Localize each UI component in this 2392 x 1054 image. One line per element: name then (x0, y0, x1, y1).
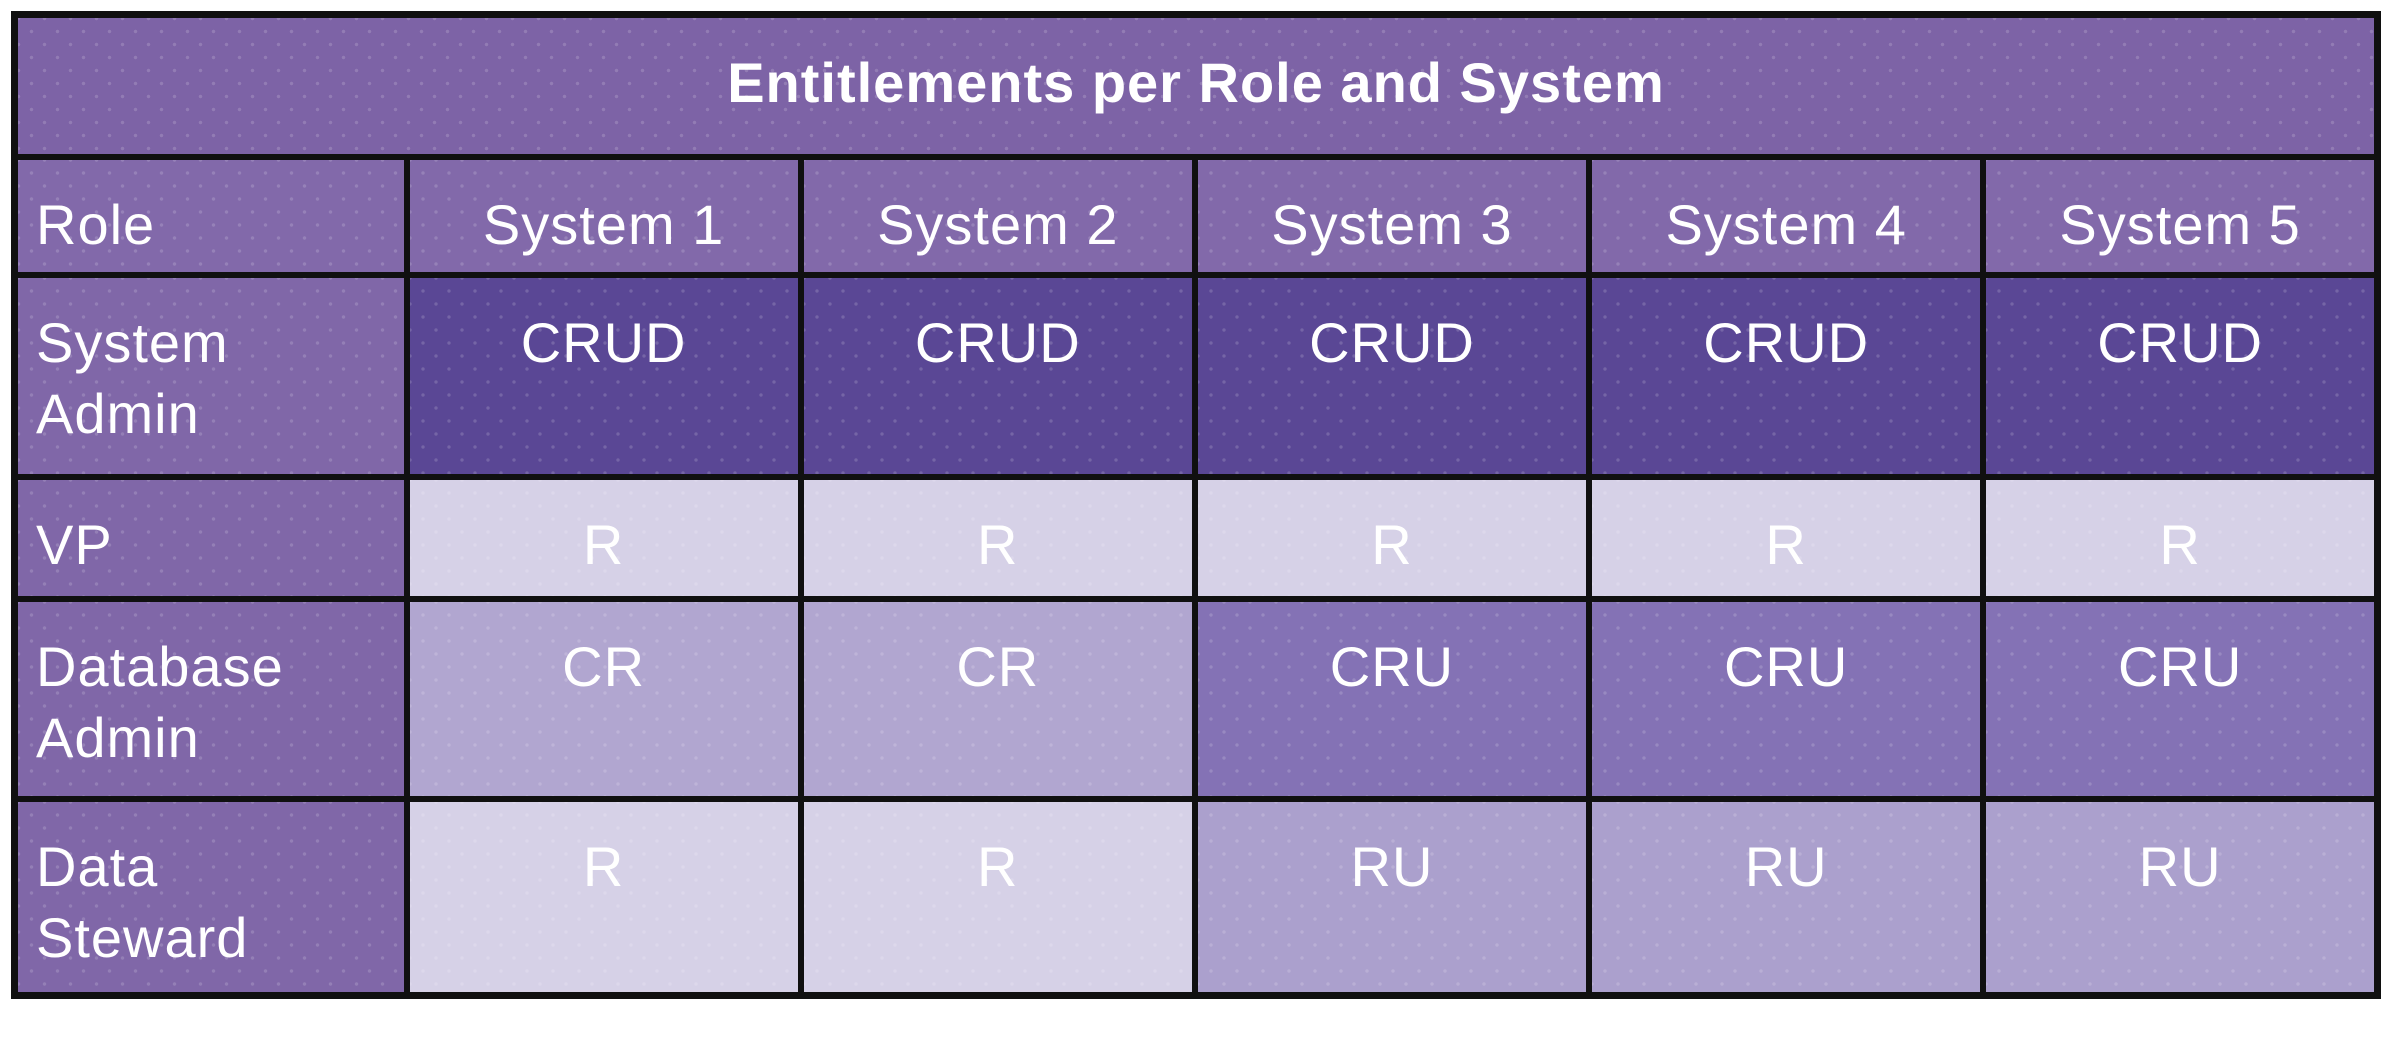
table-row-vp: VP R R R R R (11, 474, 2381, 603)
cell-database-admin-system-5: CRU (1980, 596, 2381, 803)
cell-system-admin-system-1: CRUD (403, 272, 804, 481)
cell-database-admin-system-1: CR (403, 596, 804, 803)
cell-data-steward-system-4: RU (1586, 796, 1987, 999)
cell-vp-system-4: R (1586, 474, 1987, 603)
cell-database-admin-system-4: CRU (1586, 596, 1987, 803)
cell-data-steward-system-3: RU (1191, 796, 1593, 999)
column-header-system-2: System 2 (797, 153, 1198, 279)
row-label-vp: VP (11, 474, 410, 603)
column-header-system-5: System 5 (1980, 153, 2381, 279)
cell-data-steward-system-5: RU (1980, 796, 2381, 999)
cell-system-admin-system-5: CRUD (1980, 272, 2381, 481)
header-row: Role System 1 System 2 System 3 System 4… (11, 153, 2381, 279)
cell-vp-system-1: R (403, 474, 804, 603)
cell-system-admin-system-4: CRUD (1586, 272, 1987, 481)
table-row-system-admin: System Admin CRUD CRUD CRUD CRUD CRUD (11, 272, 2381, 481)
table-row-data-steward: Data Steward R R RU RU RU (11, 796, 2381, 999)
row-label-data-steward: Data Steward (11, 796, 410, 999)
cell-vp-system-2: R (797, 474, 1198, 603)
cell-system-admin-system-2: CRUD (797, 272, 1198, 481)
column-header-system-4: System 4 (1586, 153, 1987, 279)
cell-database-admin-system-2: CR (797, 596, 1198, 803)
column-header-role: Role (11, 153, 410, 279)
cell-data-steward-system-1: R (403, 796, 804, 999)
title-row: Entitlements per Role and System (11, 11, 2381, 160)
row-label-database-admin: Database Admin (11, 596, 410, 803)
cell-system-admin-system-3: CRUD (1191, 272, 1593, 481)
row-label-system-admin: System Admin (11, 272, 410, 481)
cell-database-admin-system-3: CRU (1191, 596, 1593, 803)
entitlements-table: Entitlements per Role and System Role Sy… (11, 11, 2381, 999)
column-header-system-3: System 3 (1191, 153, 1593, 279)
cell-data-steward-system-2: R (797, 796, 1198, 999)
cell-vp-system-5: R (1980, 474, 2381, 603)
column-header-system-1: System 1 (403, 153, 804, 279)
cell-vp-system-3: R (1191, 474, 1593, 603)
table-title: Entitlements per Role and System (11, 11, 2381, 160)
table-row-database-admin: Database Admin CR CR CRU CRU CRU (11, 596, 2381, 803)
